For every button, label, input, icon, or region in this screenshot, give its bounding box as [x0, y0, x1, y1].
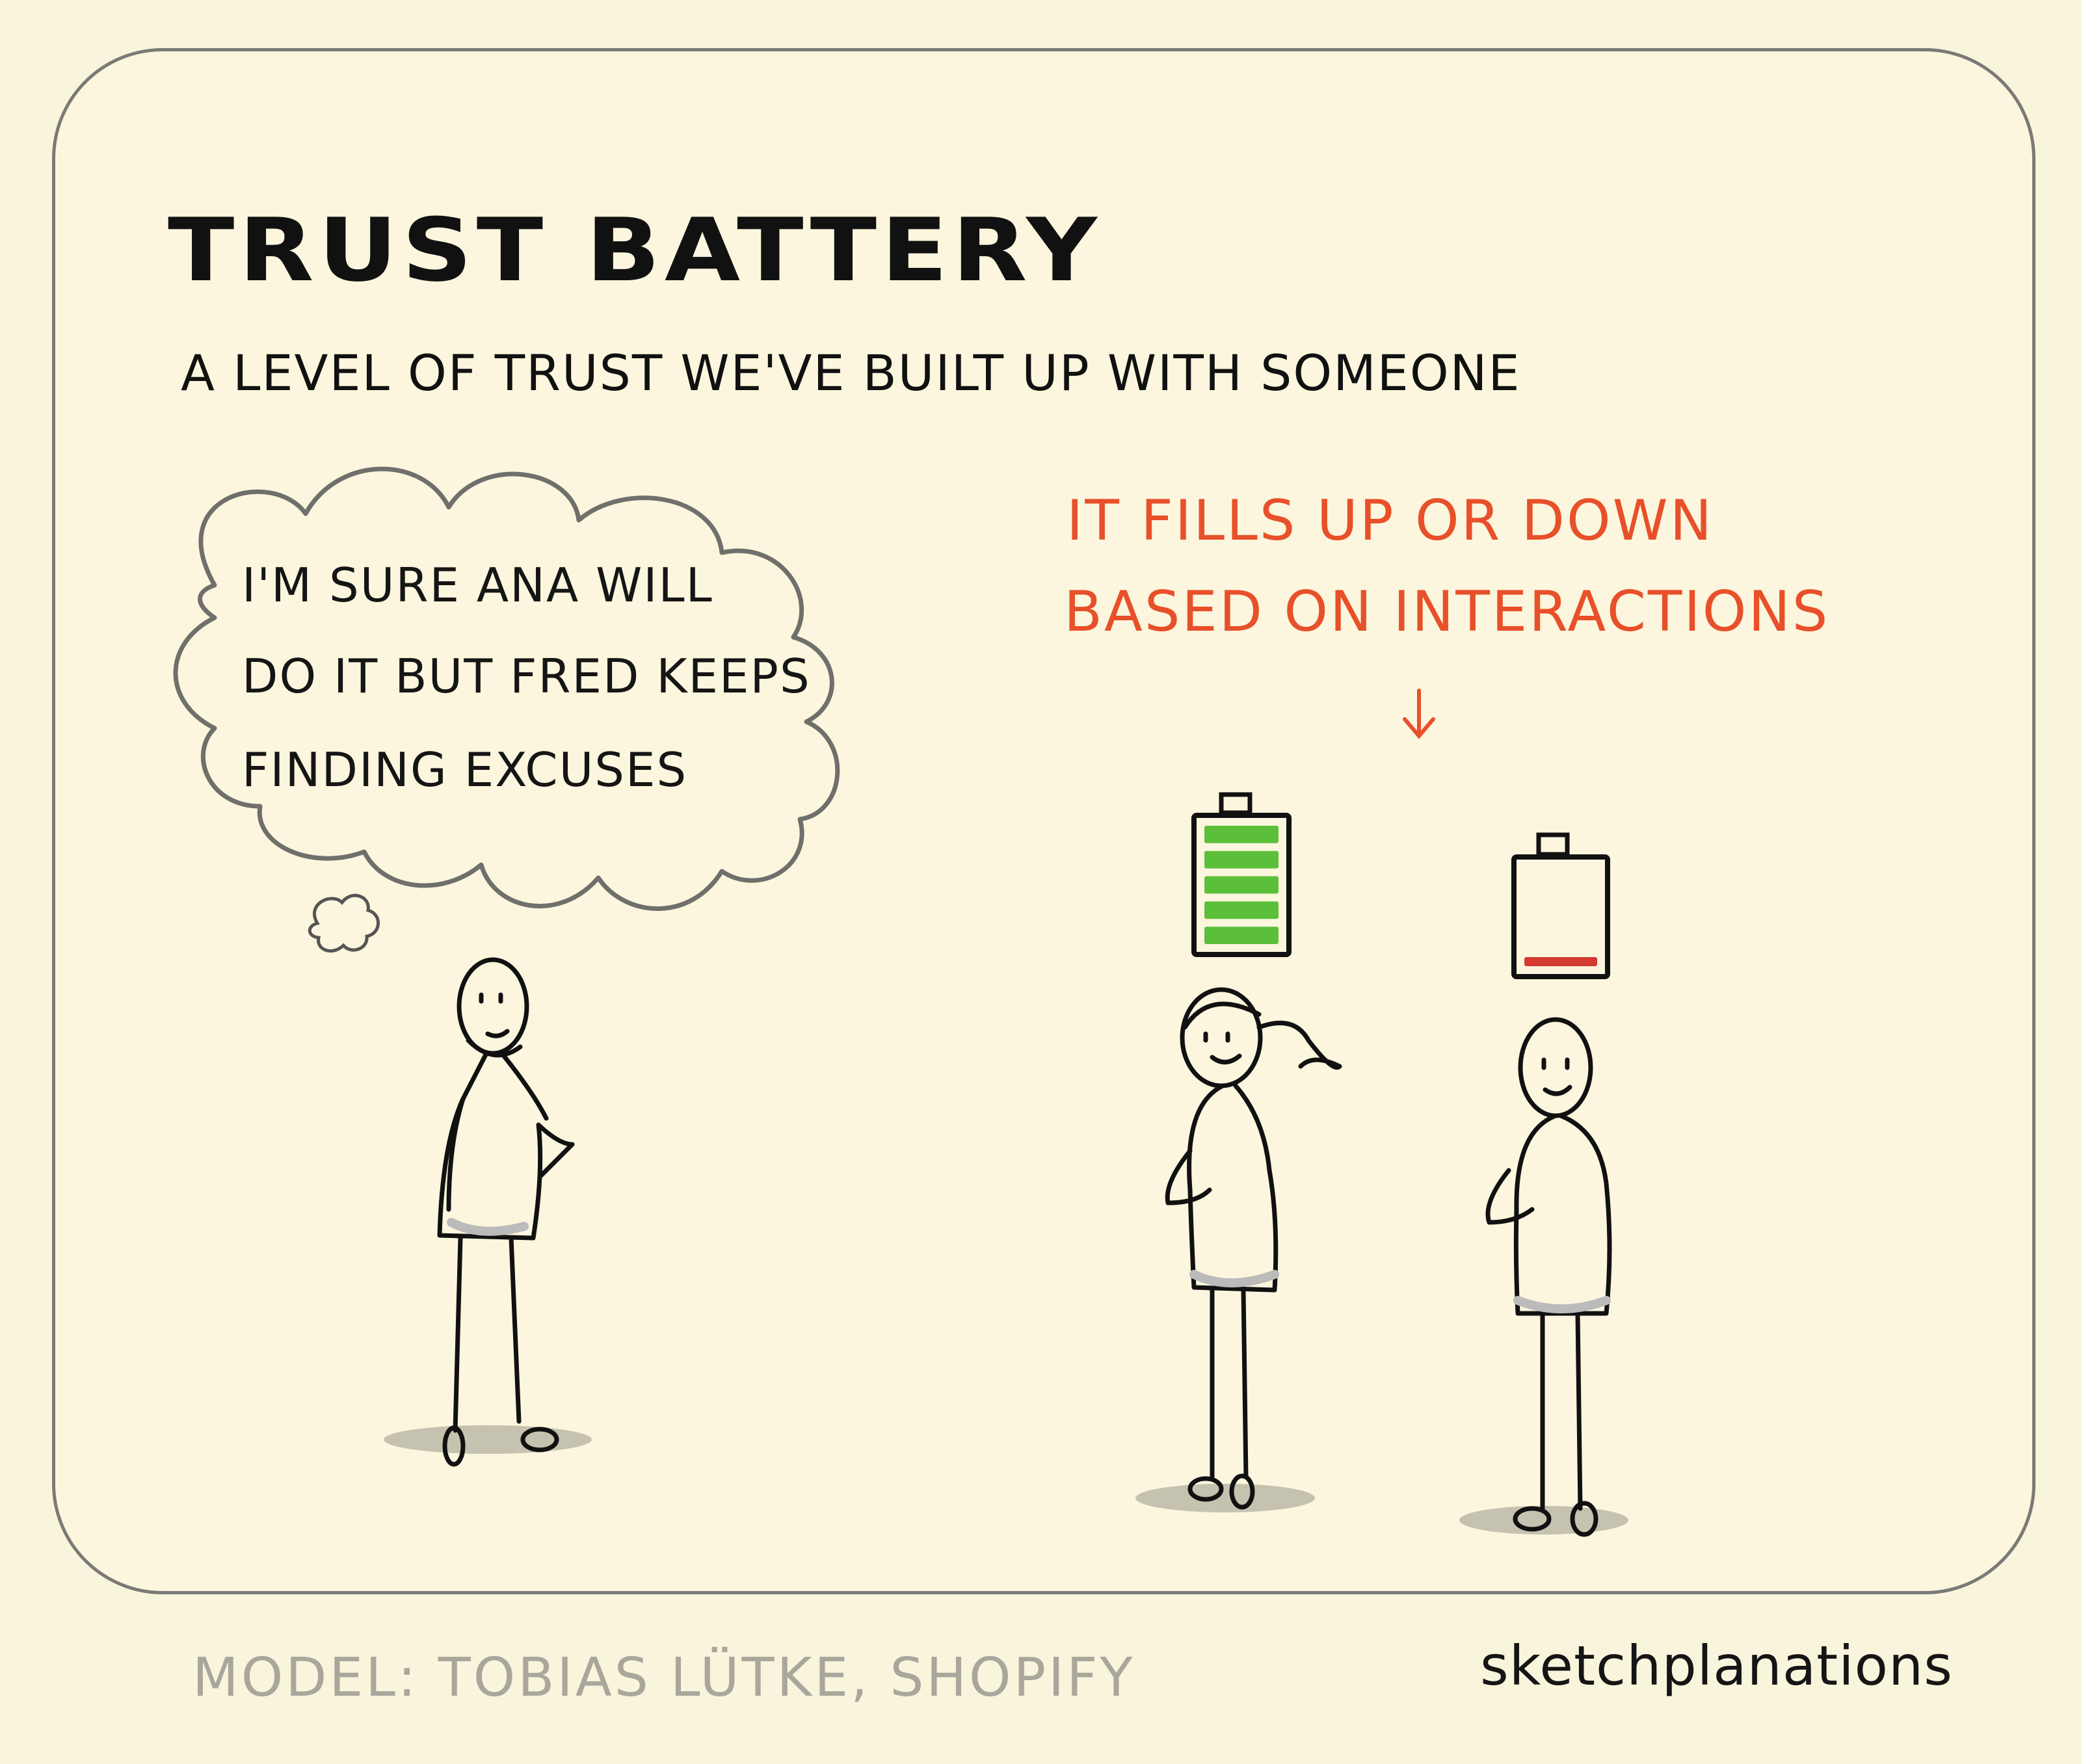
- page-title: TRUST BATTERY: [168, 200, 1102, 301]
- shadow-ana: [1135, 1484, 1315, 1512]
- annotation-line-2: BASED ON INTERACTIONS: [1064, 579, 1830, 644]
- thought-text-line-2: DO IT BUT FRED KEEPS: [242, 649, 811, 704]
- shadow-fred: [1459, 1506, 1628, 1534]
- thought-bubble-icon: [173, 466, 840, 911]
- small-thought-puff: [308, 893, 380, 953]
- figure-ana: [1165, 987, 1342, 1510]
- sketch-card: [52, 48, 2035, 1594]
- figure-thinker: [437, 957, 575, 1467]
- battery-full-icon: [1191, 792, 1292, 957]
- page-subtitle: A LEVEL OF TRUST WE'VE BUILT UP WITH SOM…: [181, 344, 1521, 402]
- battery-bar: [1204, 850, 1279, 869]
- model-credit: MODEL: TOBIAS LÜTKE, SHOPIFY: [192, 1647, 1135, 1709]
- annotation-line-1: IT FILLS UP OR DOWN: [1067, 488, 1714, 553]
- brand-logo-text: sketchplanations: [1480, 1634, 1953, 1698]
- arrow-down-icon: [1403, 689, 1435, 739]
- figure-fred: [1485, 1017, 1612, 1537]
- battery-bar: [1204, 901, 1279, 919]
- battery-low-icon: [1511, 832, 1610, 979]
- shadow-thinker: [384, 1425, 592, 1454]
- battery-bar: [1204, 876, 1279, 894]
- thought-text-line-1: I'M SURE ANA WILL: [242, 558, 713, 612]
- battery-bar: [1204, 927, 1279, 944]
- thought-text-line-3: FINDING EXCUSES: [242, 743, 688, 797]
- battery-bar: [1204, 826, 1279, 843]
- battery-bar: [1524, 957, 1597, 966]
